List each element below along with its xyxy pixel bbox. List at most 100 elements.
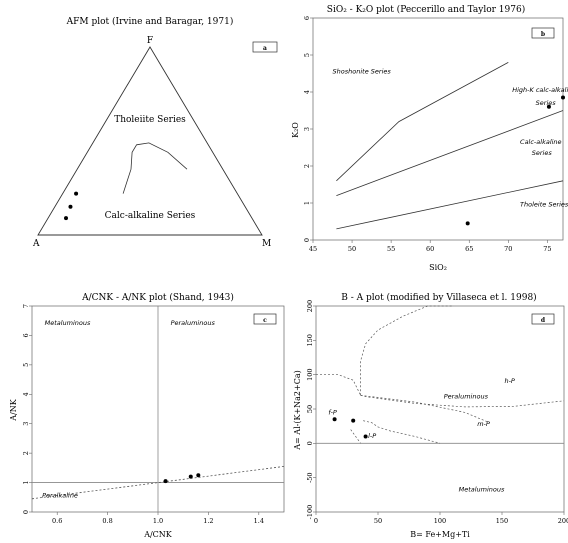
sio2-k2o-yticks: 0 1 2 3 4 5 6 <box>303 16 313 242</box>
svg-text:a: a <box>263 45 267 52</box>
c-ytick-label-0: 0 <box>22 510 30 514</box>
b-a-panel: B - A plot (modified by Villaseca et l. … <box>293 292 568 539</box>
b-series-line-1 <box>336 110 564 196</box>
d-xtick-label-3: 150 <box>496 517 508 525</box>
acnk-ank-labels: Metaluminous Peraluminous Peralkaline <box>42 319 215 499</box>
c-region-label-1: Peraluminous <box>171 319 216 327</box>
sio2-k2o-xlabel: SiO₂ <box>429 263 447 272</box>
c-ytick-label-4: 4 <box>22 392 30 396</box>
afm-point-1 <box>68 204 73 209</box>
b-ytick-label-4: 4 <box>303 90 311 94</box>
afm-triangle <box>37 46 263 236</box>
acnk-ank-lines <box>31 306 285 512</box>
b-point-1 <box>546 104 551 109</box>
d-point-0 <box>332 417 337 422</box>
b-a-title: B - A plot (modified by Villaseca et l. … <box>341 292 536 303</box>
afm-points <box>64 191 79 221</box>
c-xtick-label-0: 0.6 <box>52 517 62 525</box>
afm-vertex-f: F <box>147 36 153 46</box>
d-xtick-label-2: 100 <box>434 517 446 525</box>
d-region-label-4: l-P <box>368 432 376 440</box>
c-ytick-label-5: 5 <box>22 363 30 367</box>
d-ytick-label-5: 150 <box>306 334 314 346</box>
b-region-label-0: Shoshonite Series <box>333 68 392 76</box>
sio2-k2o-ylabel: K₂O <box>291 122 300 138</box>
c-xtick-label-2: 1.0 <box>153 517 163 525</box>
svg-text:d: d <box>541 317 546 324</box>
d-ytick-label-4: 100 <box>306 368 314 380</box>
d-point-2 <box>363 434 368 439</box>
d-dashed-curve-1 <box>360 394 565 408</box>
b-a-labels: h-P Peraluminous m-P f-P l-P Metaluminous <box>328 377 515 493</box>
d-region-label-5: Metaluminous <box>459 485 505 493</box>
b-ytick-label-0: 0 <box>303 238 311 242</box>
d-region-label-0: h-P <box>504 377 514 385</box>
c-xtick-label-4: 1.4 <box>254 517 264 525</box>
b-series-line-0 <box>336 62 509 182</box>
d-ytick-label-0: -100 <box>306 505 314 520</box>
c-point-2 <box>196 473 201 478</box>
d-dashed-curve-2 <box>360 394 490 424</box>
sio2-k2o-badge: b <box>531 27 555 39</box>
sio2-k2o-title: SiO₂ - K₂O plot (Peccerillo and Taylor 1… <box>327 4 525 15</box>
d-ytick-label-1: -50 <box>306 472 314 482</box>
c-ytick-label-3: 3 <box>22 422 30 426</box>
c-xtick-label-3: 1.2 <box>203 517 213 525</box>
c-ytick-label-1: 1 <box>22 481 30 485</box>
d-ytick-label-6: 200 <box>306 300 314 312</box>
b-xtick-label-5: 70 <box>504 245 512 253</box>
c-point-1 <box>188 474 193 479</box>
b-ytick-label-2: 2 <box>303 164 311 168</box>
sio2-k2o-lines <box>336 62 564 230</box>
c-xtick-label-1: 0.8 <box>102 517 112 525</box>
b-xtick-label-4: 65 <box>465 245 473 253</box>
acnk-ank-points <box>163 473 201 484</box>
acnk-ank-xlabel: A/CNK <box>143 530 173 539</box>
b-xtick-label-2: 55 <box>387 245 395 253</box>
afm-badge: a <box>252 41 278 53</box>
b-region-label-2: Series <box>536 99 557 107</box>
b-xtick-label-3: 60 <box>426 245 434 253</box>
b-series-line-2 <box>336 180 564 230</box>
acnk-ank-panel: A/CNK - A/NK plot (Shand, 1943) c A/CNK … <box>9 292 285 539</box>
c-ytick-label-7: 7 <box>22 304 30 308</box>
b-xtick-label-6: 75 <box>543 245 551 253</box>
b-a-points <box>332 417 368 439</box>
b-ytick-label-3: 3 <box>303 127 311 131</box>
d-xtick-label-4: 200 <box>558 517 568 525</box>
sio2-k2o-labels: Shoshonite Series High-K calc-alkaline Ser… <box>333 68 568 209</box>
b-a-xticks: 0 50 100 150 200 <box>314 512 568 525</box>
d-point-1 <box>351 418 356 423</box>
afm-vertex-a: A <box>32 239 40 249</box>
b-region-label-5: Tholeite Series <box>520 201 568 209</box>
d-region-label-2: m-P <box>477 420 490 428</box>
b-xtick-label-0: 45 <box>309 245 317 253</box>
b-region-label-3: Calc-alkaline <box>520 138 562 146</box>
d-ytick-label-3: 50 <box>306 405 314 413</box>
b-a-xlabel: B= Fe+Mg+Ti <box>410 530 470 539</box>
b-a-lines <box>316 305 565 444</box>
d-dashed-curve-4 <box>360 305 453 396</box>
d-ytick-label-2: 0 <box>306 441 314 445</box>
b-ytick-label-1: 1 <box>303 201 311 205</box>
sio2-k2o-xticks: 45 50 55 60 65 70 75 <box>309 240 552 253</box>
c-region-label-0: Metaluminous <box>45 319 91 327</box>
afm-boundary-curve <box>122 142 188 194</box>
b-a-ylabel: A= Al-(K+Na2+Ca) <box>293 370 302 450</box>
b-region-label-4: Series <box>532 149 553 157</box>
b-ytick-label-5: 5 <box>303 53 311 57</box>
c-ytick-label-2: 2 <box>22 451 30 455</box>
b-a-badge: d <box>531 313 555 325</box>
acnk-ank-title: A/CNK - A/NK plot (Shand, 1943) <box>81 292 234 303</box>
afm-region-tholeiite: Tholeiite Series <box>114 115 186 125</box>
d-dashed-curve-5 <box>350 429 361 444</box>
d-xtick-label-0: 0 <box>314 517 318 525</box>
afm-title: AFM plot (Irvine and Baragar, 1971) <box>66 16 234 27</box>
b-ytick-label-6: 6 <box>303 16 311 20</box>
b-a-frame <box>315 305 565 513</box>
d-region-label-3: f-P <box>328 408 337 416</box>
c-region-label-2: Peralkaline <box>42 491 78 499</box>
sio2-k2o-panel: SiO₂ - K₂O plot (Peccerillo and Taylor 1… <box>291 4 568 272</box>
afm-panel: AFM plot (Irvine and Baragar, 1971) a F … <box>32 16 278 249</box>
b-xtick-label-1: 50 <box>348 245 356 253</box>
